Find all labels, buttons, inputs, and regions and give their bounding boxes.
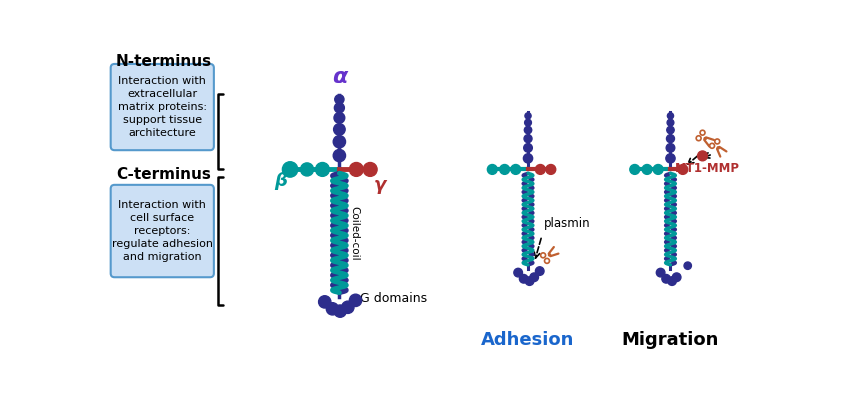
Text: β: β [275,172,287,190]
Circle shape [315,162,329,176]
Circle shape [514,268,523,277]
Text: Migration: Migration [622,331,719,349]
Circle shape [546,164,556,174]
Circle shape [667,119,674,126]
Circle shape [666,126,674,134]
Circle shape [525,113,531,119]
Circle shape [530,273,539,282]
Circle shape [363,162,377,176]
Circle shape [662,275,671,283]
Circle shape [536,164,545,174]
Circle shape [524,154,533,163]
Text: γ: γ [374,175,386,194]
Circle shape [519,275,528,283]
Circle shape [342,301,354,314]
Circle shape [684,262,691,269]
Circle shape [326,302,338,315]
Circle shape [487,164,497,174]
Text: α: α [332,67,347,87]
Circle shape [677,164,688,174]
Text: Interaction with
extracellular
matrix proteins:
support tissue
architecture: Interaction with extracellular matrix pr… [118,76,207,139]
Circle shape [319,296,331,308]
Circle shape [334,305,346,317]
Circle shape [698,151,707,161]
Circle shape [500,164,509,174]
Circle shape [666,154,675,163]
Text: G domains: G domains [360,291,428,305]
Text: Coiled-coil: Coiled-coil [349,206,360,260]
Text: plasmin: plasmin [543,217,590,229]
Circle shape [349,162,363,176]
Circle shape [525,277,534,285]
Text: MT1-MMP: MT1-MMP [675,162,740,175]
Circle shape [524,126,532,134]
Circle shape [334,103,344,113]
Circle shape [666,143,675,152]
Text: Adhesion: Adhesion [481,331,575,349]
Circle shape [672,273,681,282]
Circle shape [524,135,532,143]
Circle shape [656,268,665,277]
Circle shape [654,164,663,174]
Circle shape [630,164,640,174]
Circle shape [333,150,346,162]
Circle shape [642,164,652,174]
Circle shape [349,294,362,307]
Circle shape [511,164,521,174]
Circle shape [704,138,706,140]
Circle shape [717,147,719,149]
Text: C-terminus: C-terminus [116,167,212,182]
Circle shape [667,113,673,119]
Text: N-terminus: N-terminus [116,54,212,69]
Circle shape [335,95,344,104]
FancyBboxPatch shape [110,185,214,277]
Circle shape [333,124,345,135]
FancyBboxPatch shape [110,64,214,150]
Circle shape [536,267,544,275]
Circle shape [334,113,345,123]
Circle shape [668,277,677,285]
Text: Interaction with
cell surface
receptors:
regulate adhesion
and migration: Interaction with cell surface receptors:… [111,200,212,263]
Circle shape [548,254,551,256]
Circle shape [301,163,314,176]
Circle shape [524,119,531,126]
Circle shape [524,143,532,152]
Circle shape [333,136,346,148]
Circle shape [282,162,297,177]
Circle shape [666,135,675,143]
